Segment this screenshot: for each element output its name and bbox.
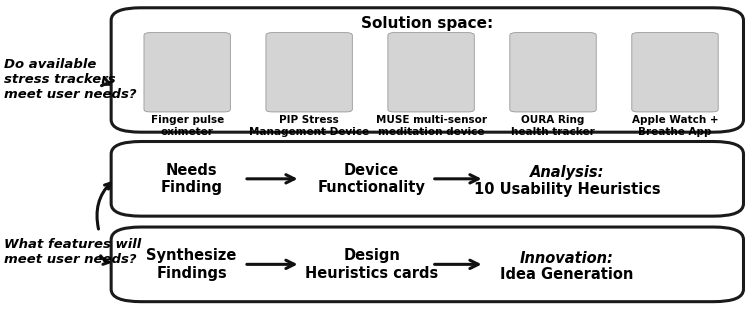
- Text: Needs
Finding: Needs Finding: [161, 163, 222, 195]
- Text: Device
Functionality: Device Functionality: [318, 163, 426, 195]
- Text: OURA Ring
health tracker: OURA Ring health tracker: [511, 115, 595, 137]
- FancyBboxPatch shape: [510, 33, 596, 112]
- Text: 10 Usability Heuristics: 10 Usability Heuristics: [474, 182, 660, 197]
- FancyBboxPatch shape: [111, 142, 743, 216]
- FancyBboxPatch shape: [388, 33, 475, 112]
- Text: Do available
stress trackers
meet user needs?: Do available stress trackers meet user n…: [4, 58, 136, 101]
- FancyBboxPatch shape: [111, 227, 743, 302]
- FancyBboxPatch shape: [111, 8, 743, 132]
- FancyBboxPatch shape: [632, 33, 718, 112]
- Text: PIP Stress
Management Device: PIP Stress Management Device: [249, 115, 369, 137]
- Text: Solution space:: Solution space:: [361, 16, 493, 30]
- Text: Finger pulse
oximeter: Finger pulse oximeter: [150, 115, 224, 137]
- Text: Synthesize
Findings: Synthesize Findings: [146, 248, 237, 281]
- Text: MUSE multi-sensor
meditation device: MUSE multi-sensor meditation device: [376, 115, 487, 137]
- Text: Apple Watch +
Breathe App: Apple Watch + Breathe App: [632, 115, 718, 137]
- Text: What features will
meet user needs?: What features will meet user needs?: [4, 238, 141, 266]
- Text: Analysis:: Analysis:: [529, 165, 605, 180]
- FancyBboxPatch shape: [144, 33, 231, 112]
- Text: Idea Generation: Idea Generation: [500, 267, 634, 282]
- Text: Innovation:: Innovation:: [520, 251, 614, 266]
- FancyBboxPatch shape: [266, 33, 352, 112]
- Text: Design
Heuristics cards: Design Heuristics cards: [305, 248, 439, 281]
